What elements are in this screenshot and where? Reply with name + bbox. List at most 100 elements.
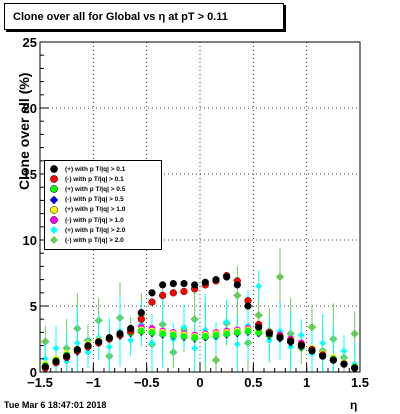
data-point	[191, 334, 199, 342]
legend-label: (-) with p T/|q| > 0.1	[65, 175, 124, 183]
data-point	[137, 327, 145, 335]
data-point	[340, 360, 348, 368]
data-point	[137, 309, 145, 317]
data-point	[84, 342, 92, 350]
data-point	[159, 330, 167, 338]
legend-entry: (+) with p T/|q| > 2.0	[49, 225, 161, 235]
data-point	[223, 330, 231, 338]
data-point	[41, 363, 49, 371]
x-tick-label: 0.5	[244, 375, 262, 390]
data-point	[73, 345, 81, 354]
data-point	[148, 289, 156, 297]
data-point	[201, 332, 209, 340]
legend-marker-icon	[49, 236, 59, 245]
axis-ticks: −1.5 −1 −0.5 0 0.5 1 1.5 0 5 10 15 20 25	[23, 35, 370, 390]
data-point	[180, 279, 188, 288]
y-tick-label: 5	[30, 299, 37, 314]
data-point	[329, 356, 337, 364]
data-point	[159, 281, 167, 289]
legend-label: (+) with p T/|q| > 0.5	[65, 185, 126, 193]
data-point	[137, 315, 145, 323]
data-point	[201, 278, 209, 286]
data-point	[340, 347, 348, 355]
x-tick-label: 1.5	[351, 375, 369, 390]
data-point	[52, 344, 60, 352]
data-point	[244, 302, 252, 310]
data-point	[105, 334, 113, 342]
data-point	[180, 287, 188, 296]
data-point	[233, 281, 241, 289]
data-point	[159, 291, 167, 300]
data-point	[116, 330, 124, 338]
data-point	[223, 273, 231, 281]
data-point	[255, 329, 263, 336]
data-point	[180, 323, 188, 331]
data-point	[95, 338, 103, 346]
data-point	[255, 323, 263, 331]
data-point	[255, 282, 263, 290]
x-tick-label: −1	[86, 375, 101, 390]
data-point	[254, 311, 263, 320]
legend-marker-icon	[49, 205, 59, 214]
data-point	[211, 355, 221, 365]
chart-title: Clone over all for Global vs η at pT > 0…	[4, 3, 284, 30]
data-point	[275, 272, 285, 282]
data-point	[63, 352, 71, 360]
data-point	[63, 358, 71, 365]
data-point	[41, 355, 49, 363]
data-point	[127, 324, 135, 333]
data-point	[148, 339, 156, 347]
legend-entry: (-) with p T/|q| > 0.5	[49, 195, 161, 205]
y-tick-label: 25	[23, 35, 37, 50]
data-point	[148, 298, 156, 306]
y-tick-label: 0	[30, 365, 37, 380]
data-point	[265, 330, 273, 338]
data-point	[41, 337, 50, 346]
data-point	[52, 357, 60, 366]
data-point	[307, 322, 317, 332]
x-tick-label: 1	[303, 375, 310, 390]
x-tick-label: −1.5	[27, 375, 53, 390]
x-axis-label: η	[350, 398, 358, 412]
data-point	[297, 342, 305, 350]
legend-marker-icon	[49, 195, 59, 204]
legend-marker-icon	[49, 165, 59, 173]
legend-entry: (+) with p T/|q| > 1.0	[49, 205, 161, 215]
data-point	[169, 279, 177, 288]
data-point	[350, 329, 359, 338]
data-point	[287, 338, 295, 346]
legend-entry: (-) with p T/|q| > 0.1	[49, 174, 161, 184]
y-tick-label: 15	[23, 167, 37, 182]
legend-label: (+) with p T/|q| > 1.0	[65, 206, 126, 214]
legend-marker-icon	[49, 216, 59, 224]
data-point	[276, 327, 284, 335]
legend-entry: (-) with p T/|q| > 2.0	[49, 235, 161, 245]
data-point	[73, 339, 81, 347]
data-point	[351, 364, 359, 372]
data-point	[84, 348, 92, 356]
data-point	[127, 336, 135, 344]
data-point	[287, 343, 295, 351]
legend-label: (-) with p T/|q| > 2.0	[65, 236, 124, 244]
legend-entry: (+) with p T/|q| > 0.1	[49, 164, 161, 174]
data-point	[191, 344, 199, 352]
data-point	[233, 340, 241, 348]
data-point	[105, 343, 113, 351]
x-tick-label: −0.5	[134, 375, 160, 390]
data-point	[169, 331, 177, 339]
data-point	[308, 347, 316, 355]
data-point	[319, 339, 327, 347]
legend-label: (-) with p T/|q| > 1.0	[65, 216, 124, 224]
data-point	[265, 336, 273, 344]
legend-marker-icon	[49, 185, 59, 194]
data-point	[212, 276, 220, 284]
legend-entry: (+) with p T/|q| > 0.5	[49, 184, 161, 194]
legend-entry: (-) with p T/|q| > 1.0	[49, 215, 161, 225]
y-tick-label: 20	[23, 101, 37, 116]
data-point	[244, 327, 252, 335]
legend-marker-icon	[49, 226, 59, 235]
data-markers	[41, 247, 359, 372]
legend-label: (+) with p T/|q| > 0.1	[65, 165, 126, 173]
y-axis-label: Clone over all (%)	[16, 72, 32, 190]
